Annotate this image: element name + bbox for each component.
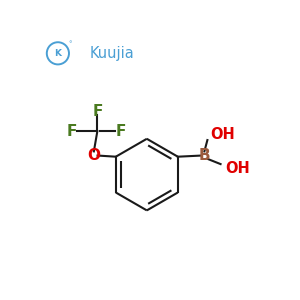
- Text: F: F: [115, 124, 126, 139]
- Text: OH: OH: [210, 127, 235, 142]
- Text: B: B: [199, 148, 210, 163]
- Text: °: °: [68, 41, 72, 47]
- Text: OH: OH: [225, 161, 250, 176]
- Text: F: F: [92, 104, 103, 119]
- Text: Kuujia: Kuujia: [90, 46, 134, 61]
- Text: O: O: [87, 148, 101, 163]
- Text: K: K: [54, 49, 61, 58]
- Text: F: F: [67, 124, 77, 139]
